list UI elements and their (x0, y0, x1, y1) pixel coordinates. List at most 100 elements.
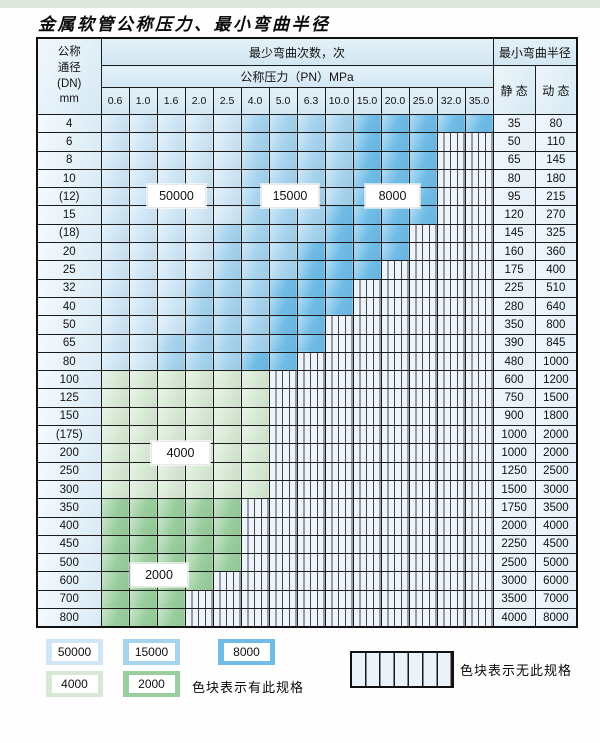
spec-cell-4000 (184, 479, 214, 500)
dynamic-radius-value: 1500 (534, 388, 578, 408)
no-spec-cell (352, 461, 382, 481)
no-spec-cell (464, 425, 494, 445)
no-spec-cell (268, 534, 298, 555)
no-spec-cell (436, 498, 466, 518)
dynamic-radius-value: 110 (534, 132, 578, 152)
no-spec-cell (324, 461, 354, 481)
table-row: 65 390 845 (36, 333, 578, 353)
no-spec-cell (296, 370, 326, 390)
no-spec-cell (296, 443, 326, 463)
spec-cell-8000 (296, 242, 326, 262)
table-row: 600 3000 6000 (36, 571, 578, 591)
table-row: (175) 1000 2000 (36, 425, 578, 445)
spec-cell-50000 (100, 333, 130, 353)
spec-table: 公称 通径 (DN) mm 最少弯曲次数，次 最小弯曲半径 公称压力（PN）MP… (36, 37, 579, 629)
dn-value: (12) (36, 187, 102, 207)
no-spec-cell (436, 278, 466, 298)
spec-cell-4000 (240, 388, 270, 408)
dynamic-radius-value: 2000 (534, 443, 578, 463)
spec-cell-15000 (212, 315, 242, 335)
spec-cell-4000 (240, 443, 270, 463)
static-radius-value: 4000 (492, 608, 536, 628)
pressure-column-header: 25.0 (408, 87, 438, 115)
dn-value: 32 (36, 278, 102, 298)
spec-cell-8000 (324, 278, 354, 298)
spec-cell-50000 (100, 168, 130, 189)
table-row: 6 50 110 (36, 132, 578, 152)
no-spec-cell (240, 571, 270, 591)
static-header: 静 态 (492, 65, 536, 115)
dn-value: (18) (36, 223, 102, 244)
spec-cell-8000 (324, 260, 354, 280)
spec-cell-8000 (296, 333, 326, 353)
no-spec-cell (352, 425, 382, 445)
no-spec-cell (436, 370, 466, 390)
pressure-column-header: 10.0 (324, 87, 354, 115)
spec-cell-4000 (128, 406, 158, 427)
dn-value: 125 (36, 388, 102, 408)
no-spec-cell (436, 534, 466, 555)
no-spec-cell (268, 608, 298, 628)
no-spec-cell (380, 351, 410, 372)
spec-cell-8000 (436, 113, 466, 134)
spec-cell-2000 (128, 516, 158, 536)
spec-cell-8000 (380, 132, 410, 152)
spec-cell-50000 (100, 296, 130, 317)
pressure-column-header: 35.0 (464, 87, 494, 115)
spec-cell-8000 (268, 278, 298, 298)
spec-cell-2000 (212, 553, 242, 573)
spec-cell-50000 (156, 315, 186, 335)
spec-cell-15000 (212, 223, 242, 244)
spec-cell-8000 (408, 205, 438, 225)
spec-cell-15000 (268, 242, 298, 262)
dynamic-radius-value: 800 (534, 315, 578, 335)
spec-cell-2000 (184, 571, 214, 591)
table-row: 500 2500 5000 (36, 553, 578, 573)
no-spec-cell (436, 608, 466, 628)
dn-value: 150 (36, 406, 102, 427)
static-radius-value: 80 (492, 168, 536, 189)
no-spec-cell (324, 571, 354, 591)
spec-cell-15000 (324, 113, 354, 134)
no-spec-cell (296, 461, 326, 481)
no-spec-cell (408, 589, 438, 610)
spec-cell-8000 (380, 113, 410, 134)
no-spec-cell (380, 425, 410, 445)
no-spec-cell (436, 333, 466, 353)
no-spec-cell (212, 571, 242, 591)
spec-cell-50000 (128, 333, 158, 353)
no-spec-cell (408, 461, 438, 481)
no-spec-cell (464, 406, 494, 427)
spec-cell-4000 (212, 461, 242, 481)
dn-header-line: mm (59, 93, 79, 106)
no-spec-cell (352, 388, 382, 408)
no-spec-cell (464, 187, 494, 207)
cycle-region-label: 2000 (130, 563, 188, 587)
spec-cell-8000 (352, 168, 382, 189)
spec-cell-8000 (352, 150, 382, 170)
no-spec-cell (408, 479, 438, 500)
static-radius-value: 750 (492, 388, 536, 408)
dynamic-radius-value: 845 (534, 333, 578, 353)
legend-swatch-label: 8000 (223, 643, 270, 661)
no-spec-cell (268, 516, 298, 536)
no-spec-cell (436, 406, 466, 427)
no-spec-cell (380, 260, 410, 280)
no-spec-cell (324, 425, 354, 445)
spec-cell-15000 (240, 333, 270, 353)
no-spec-cell (296, 571, 326, 591)
no-spec-cell (464, 516, 494, 536)
dn-value: 200 (36, 443, 102, 463)
spec-cell-2000 (100, 553, 130, 573)
no-spec-cell (408, 333, 438, 353)
no-spec-cell (464, 296, 494, 317)
spec-cell-50000 (156, 278, 186, 298)
no-spec-cell (240, 553, 270, 573)
spec-cell-4000 (156, 461, 186, 481)
dn-value: 40 (36, 296, 102, 317)
no-spec-cell (436, 351, 466, 372)
no-spec-cell (464, 333, 494, 353)
spec-cell-50000 (212, 132, 242, 152)
static-radius-value: 225 (492, 278, 536, 298)
legend-swatch-2000: 2000 (123, 671, 180, 697)
